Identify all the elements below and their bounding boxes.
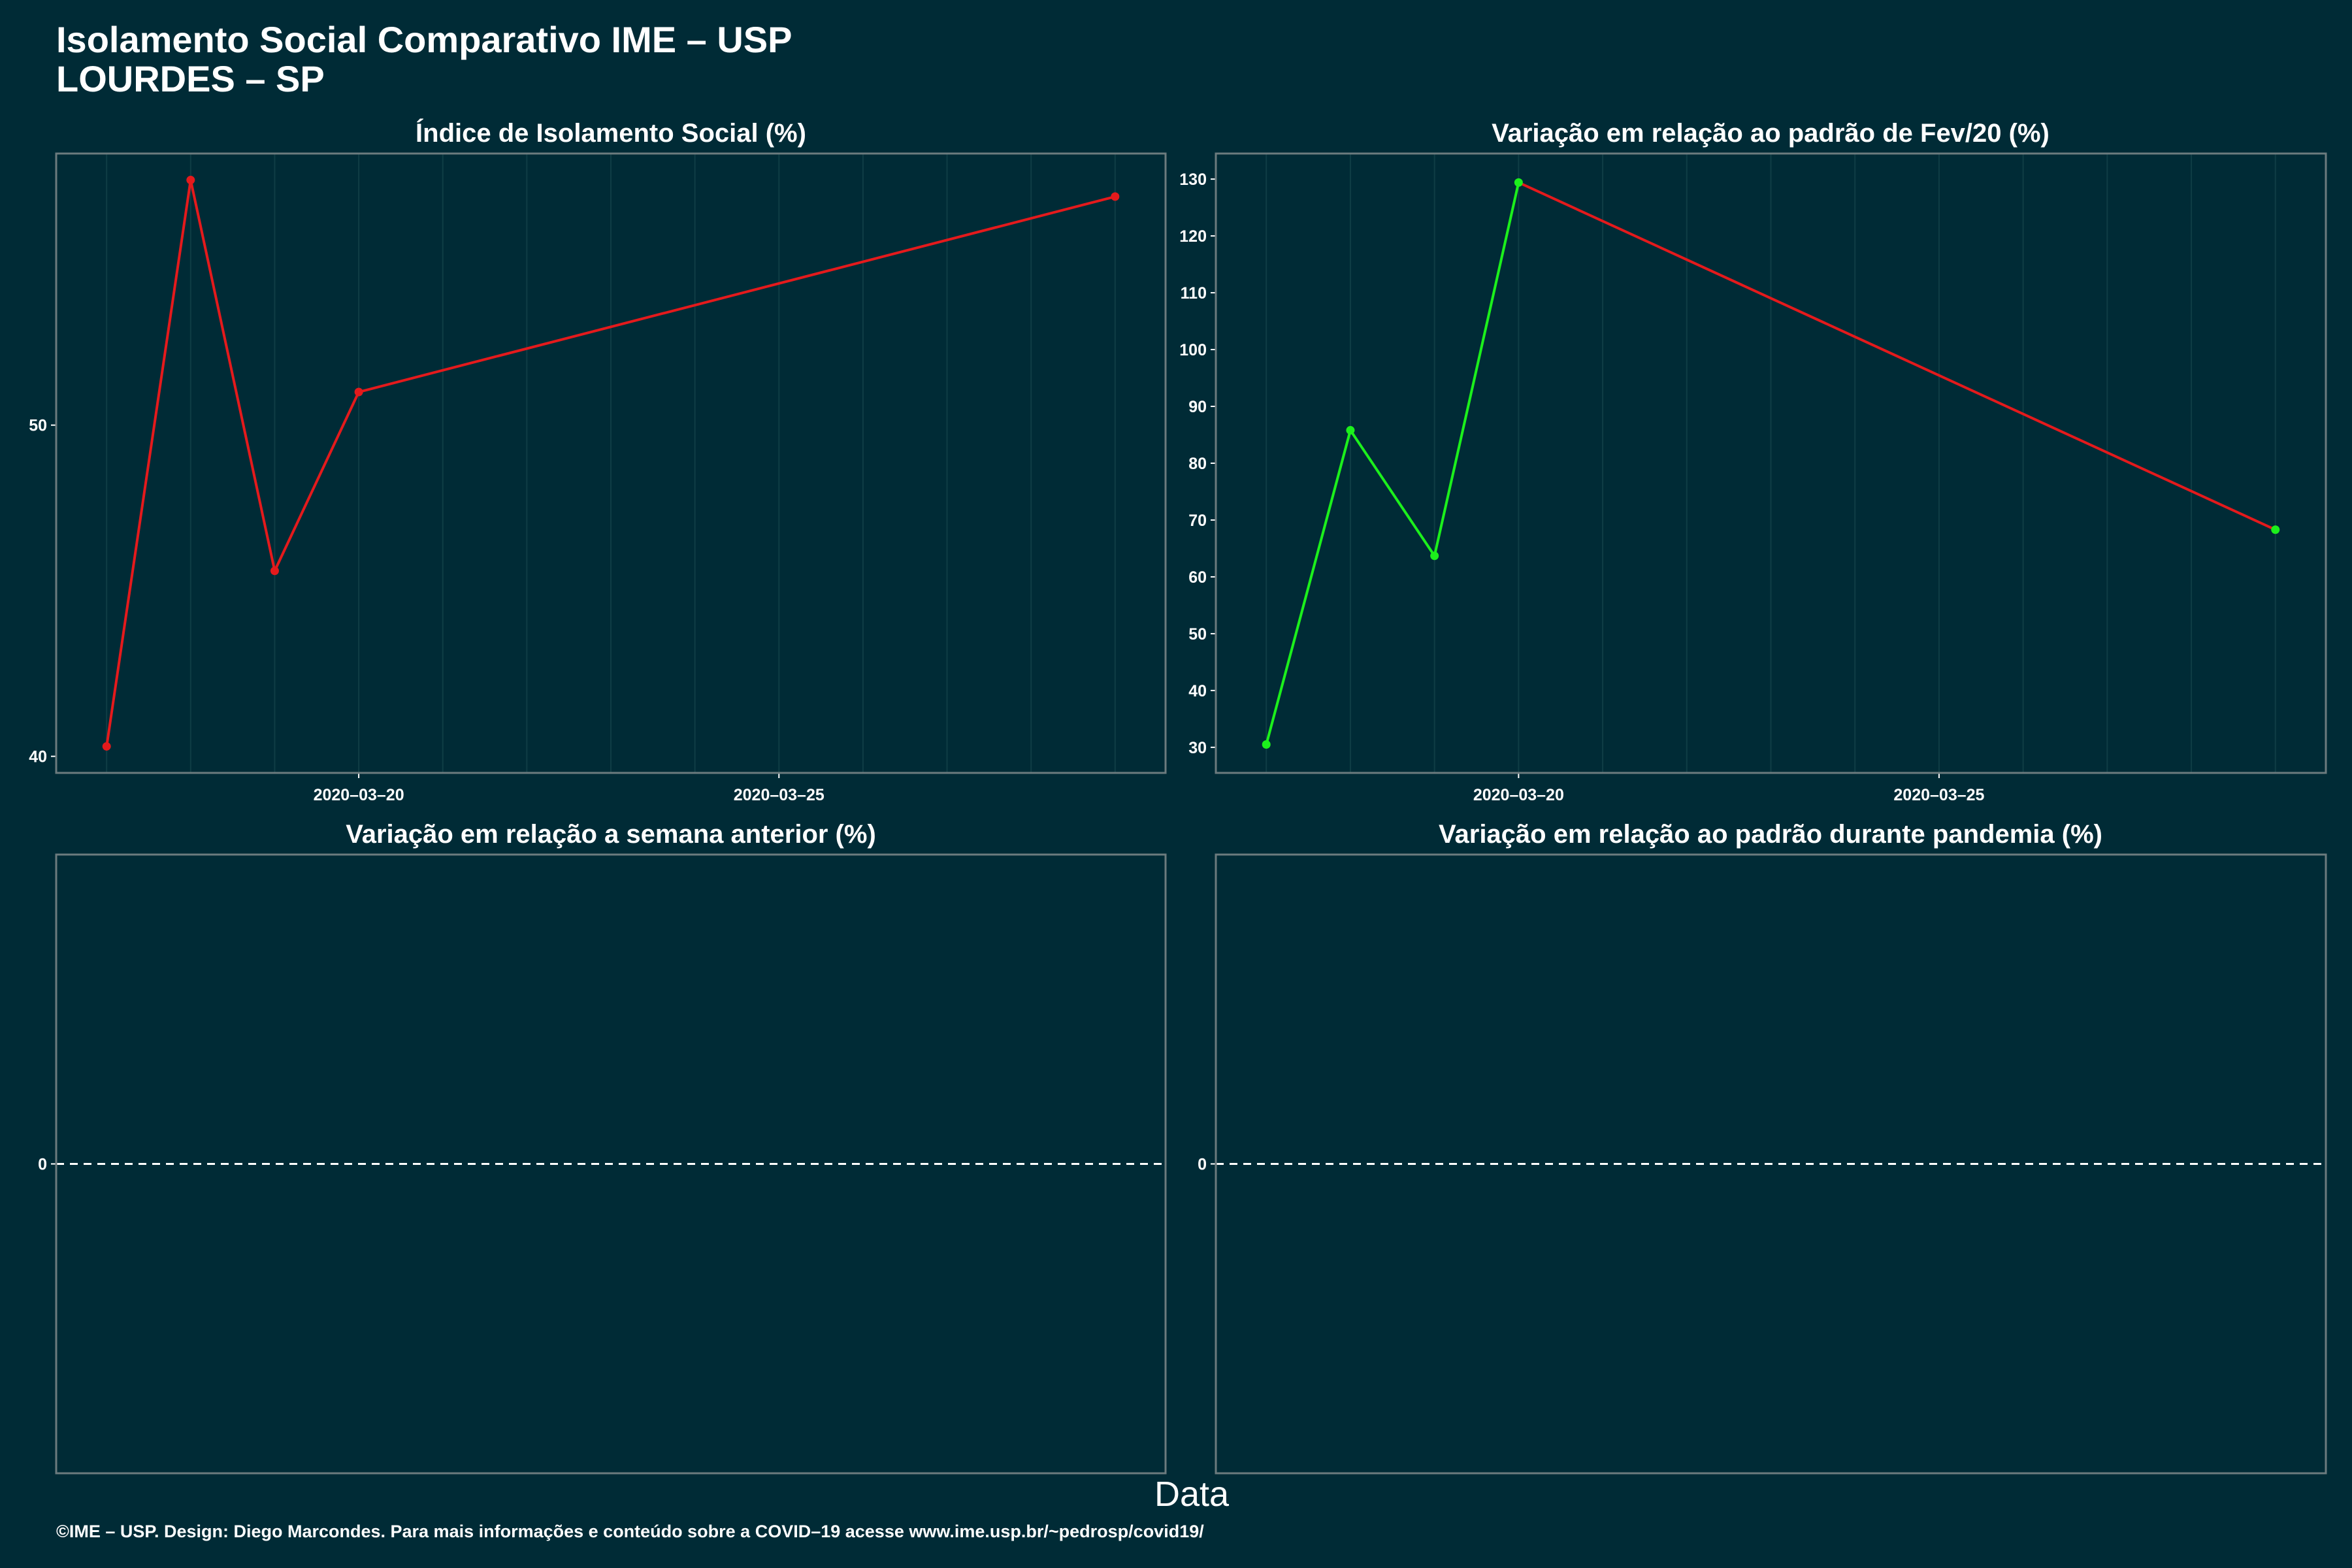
panel-4-title: Variação em relação ao padrão durante pa… bbox=[1439, 820, 2102, 849]
series-segment bbox=[1349, 429, 1436, 557]
x-tick-label: 2020–03–20 bbox=[1473, 786, 1564, 804]
panel-2: Variação em relação ao padrão de Fev/20 … bbox=[1179, 119, 2327, 804]
footer-credit: ©IME – USP. Design: Diego Marcondes. Par… bbox=[56, 1522, 1204, 1541]
series-segment bbox=[189, 180, 276, 572]
series-segment bbox=[1265, 430, 1352, 745]
data-point bbox=[1111, 192, 1120, 201]
panel-frame bbox=[1215, 853, 2327, 1475]
data-point bbox=[1346, 426, 1355, 435]
panel-2-title: Variação em relação ao padrão de Fev/20 … bbox=[1492, 119, 2050, 148]
y-tick-label: 50 bbox=[29, 417, 47, 435]
series-segment bbox=[105, 180, 192, 747]
y-tick-label: 60 bbox=[1188, 568, 1207, 587]
series-segment bbox=[358, 195, 1116, 393]
x-axis-label: Data bbox=[1154, 1475, 1230, 1514]
data-point bbox=[186, 176, 195, 185]
y-tick-label: 130 bbox=[1179, 171, 1207, 189]
data-point bbox=[2271, 525, 2280, 534]
panel-1: Índice de Isolamento Social (%) 40 50 2020–… bbox=[29, 118, 1167, 804]
page-subtitle: LOURDES – SP bbox=[56, 58, 325, 99]
series-segment bbox=[273, 391, 360, 572]
y-tick-label: 30 bbox=[1188, 739, 1207, 757]
page-title: Isolamento Social Comparativo IME – USP bbox=[56, 19, 792, 60]
panel-3: Variação em relação a semana anterior (%… bbox=[38, 820, 1167, 1475]
panel-frame bbox=[55, 853, 1167, 1475]
data-point bbox=[270, 566, 279, 576]
y-tick-label: 40 bbox=[29, 748, 47, 766]
y-tick-label: 120 bbox=[1179, 227, 1207, 246]
data-point bbox=[1514, 178, 1523, 187]
y-tick-label: 110 bbox=[1181, 284, 1207, 302]
y-tick-label: 0 bbox=[1198, 1156, 1207, 1174]
panel-1-title: Índice de Isolamento Social (%) bbox=[416, 118, 806, 148]
y-tick-label: 50 bbox=[1188, 625, 1207, 644]
y-tick-label: 90 bbox=[1188, 398, 1207, 416]
y-tick-label: 40 bbox=[1188, 682, 1207, 700]
panel-4: Variação em relação ao padrão durante pa… bbox=[1198, 820, 2327, 1475]
data-point bbox=[102, 742, 111, 751]
y-tick-label: 70 bbox=[1188, 512, 1207, 530]
x-tick-label: 2020–03–20 bbox=[314, 786, 404, 804]
panel-3-title: Variação em relação a semana anterior (%… bbox=[346, 820, 876, 849]
data-point bbox=[354, 387, 363, 397]
x-tick-label: 2020–03–25 bbox=[1893, 786, 1984, 804]
panel-frame bbox=[55, 152, 1167, 774]
panel-frame bbox=[1215, 152, 2327, 774]
y-tick-label: 100 bbox=[1179, 341, 1207, 359]
y-tick-label: 80 bbox=[1188, 455, 1207, 473]
data-point bbox=[1430, 551, 1439, 561]
series-segment bbox=[1433, 182, 1520, 557]
series-segment bbox=[1518, 181, 2276, 531]
x-tick-label: 2020–03–25 bbox=[734, 786, 825, 804]
data-point bbox=[1262, 740, 1271, 749]
y-tick-label: 0 bbox=[38, 1156, 47, 1174]
